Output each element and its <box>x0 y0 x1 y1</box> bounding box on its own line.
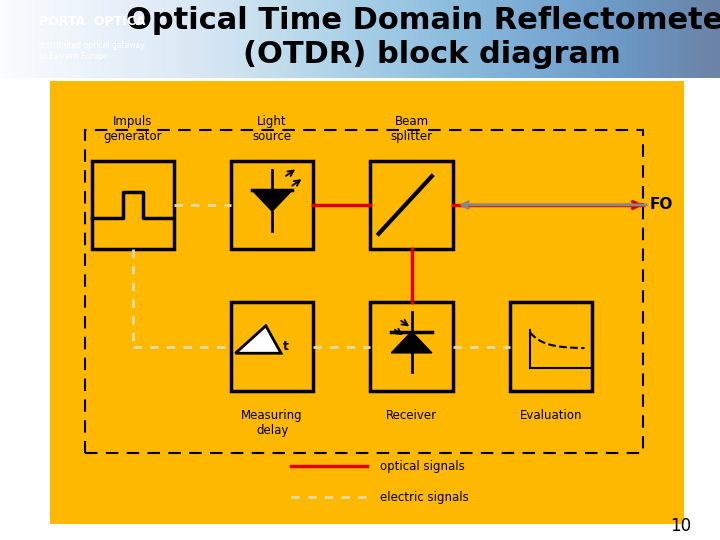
Bar <box>231 302 313 391</box>
Text: optical signals: optical signals <box>380 460 464 472</box>
Bar <box>510 302 592 391</box>
Text: Receiver: Receiver <box>386 409 437 422</box>
Text: distributed optical gateway
to Eastern Europe: distributed optical gateway to Eastern E… <box>39 41 145 60</box>
Bar <box>85 130 643 453</box>
Text: Optical Time Domain Reflectometer
(OTDR) block diagram: Optical Time Domain Reflectometer (OTDR)… <box>126 6 720 69</box>
Text: electric signals: electric signals <box>380 491 469 504</box>
Text: PORTA  OPTICA: PORTA OPTICA <box>39 16 145 29</box>
Text: Evaluation: Evaluation <box>520 409 582 422</box>
Bar <box>91 161 174 249</box>
Text: Measuring
delay: Measuring delay <box>241 409 303 437</box>
Text: Beam
splitter: Beam splitter <box>390 115 433 143</box>
Polygon shape <box>391 332 432 353</box>
Text: t: t <box>282 340 289 353</box>
Bar <box>370 161 453 249</box>
Polygon shape <box>235 326 281 353</box>
Text: Light
source: Light source <box>253 115 292 143</box>
Text: 10: 10 <box>670 517 691 535</box>
Polygon shape <box>252 190 292 211</box>
Text: FO: FO <box>649 198 672 212</box>
Text: Impuls
generator: Impuls generator <box>104 115 162 143</box>
Bar <box>370 302 453 391</box>
Bar <box>231 161 313 249</box>
